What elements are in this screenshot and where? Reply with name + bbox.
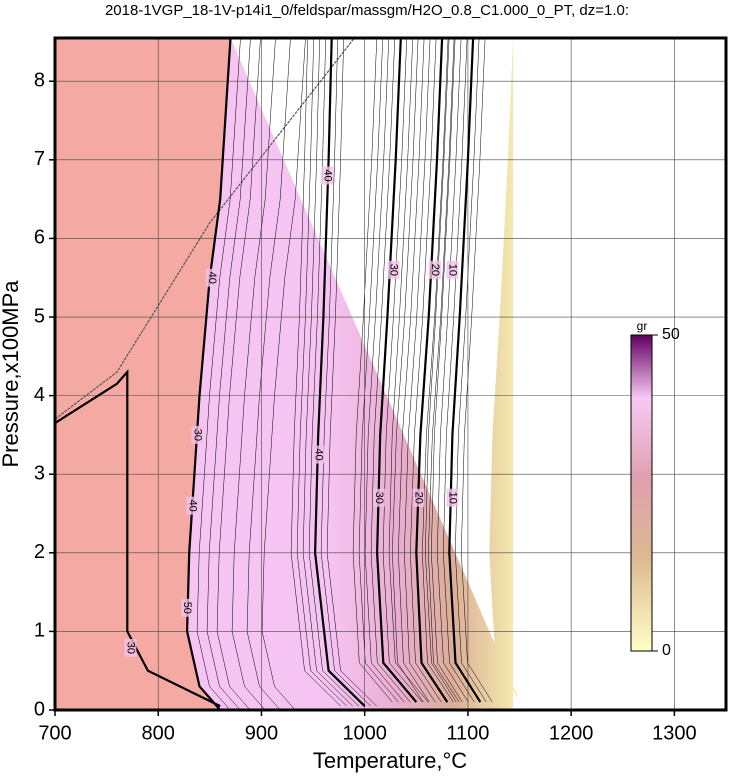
x-axis-label: Temperature,°C bbox=[313, 748, 467, 773]
contour-label-bg bbox=[186, 496, 199, 515]
contour-label-group: 30 bbox=[373, 488, 386, 507]
y-tick-label: 1 bbox=[34, 620, 45, 642]
contour-label-bg bbox=[181, 598, 194, 617]
x-tick-label: 1000 bbox=[342, 722, 387, 744]
contour-label-group: 10 bbox=[446, 488, 459, 507]
colorbar-tick-label: 50 bbox=[662, 326, 680, 343]
contour-label-bg bbox=[321, 166, 334, 185]
contour-label-group: 30 bbox=[387, 260, 400, 279]
x-tick-label: 700 bbox=[38, 722, 71, 744]
contour-label-group: 40 bbox=[312, 445, 325, 464]
contour-line bbox=[448, 38, 482, 703]
contour-line bbox=[55, 369, 221, 708]
contour-label-group: 30 bbox=[191, 425, 204, 444]
contour-label-bg bbox=[412, 488, 425, 507]
contour-label-group: 20 bbox=[428, 260, 441, 279]
y-tick-label: 6 bbox=[34, 227, 45, 249]
contour-label: 50 bbox=[181, 602, 193, 614]
y-tick-label: 4 bbox=[34, 384, 45, 406]
y-tick-label: 5 bbox=[34, 305, 45, 327]
contour-label: 30 bbox=[373, 492, 385, 504]
contour-label-bg bbox=[205, 268, 218, 287]
x-tick-label: 1300 bbox=[652, 722, 697, 744]
contour-label-bg bbox=[124, 638, 137, 657]
overlay: 700 800 900 1000 1100 1200 1300 0 1 2 3 4 5 6 7 8 bbox=[34, 70, 697, 745]
contour-label: 40 bbox=[206, 272, 218, 284]
colorbar bbox=[630, 334, 653, 652]
colorbar-tick-label: 0 bbox=[662, 642, 671, 659]
contour-label-group: 50 bbox=[181, 598, 194, 617]
x-tick-label: 900 bbox=[245, 722, 278, 744]
contour-label: 40 bbox=[322, 169, 334, 181]
plot-area: 40 40 30 30 20 20 10 10 40 30 40 50 30 bbox=[55, 38, 726, 710]
chart-title: 2018-1VGP_18-1V-p14i1_0/feldspar/massgm/… bbox=[105, 2, 629, 19]
contour-label: 30 bbox=[388, 264, 400, 276]
y-tick-label: 0 bbox=[34, 698, 45, 720]
contour-label: 20 bbox=[412, 492, 424, 504]
contour-label: 10 bbox=[447, 264, 459, 276]
contour-label-group: 10 bbox=[446, 260, 459, 279]
contour-label: 30 bbox=[192, 429, 204, 441]
x-tick-label: 800 bbox=[142, 722, 175, 744]
contour-line bbox=[185, 38, 232, 710]
contour-label-group: 30 bbox=[124, 638, 137, 657]
contour-label-bg bbox=[312, 445, 325, 464]
contour-label-bg bbox=[387, 260, 400, 279]
contour-line bbox=[415, 38, 449, 703]
region-right bbox=[187, 38, 521, 710]
y-tick-label: 2 bbox=[34, 541, 45, 563]
contour-label: 40 bbox=[312, 448, 324, 460]
contour-label-bg bbox=[191, 425, 204, 444]
contour-label-group: 40 bbox=[186, 496, 199, 515]
contour-label-bg bbox=[446, 260, 459, 279]
colorbar-label: gr bbox=[637, 319, 648, 333]
region-left bbox=[55, 38, 231, 710]
contour-label-bg bbox=[446, 488, 459, 507]
y-tick-label: 3 bbox=[34, 462, 45, 484]
x-tick-label: 1100 bbox=[446, 722, 489, 744]
y-tick-label: 7 bbox=[34, 148, 45, 170]
contour-line bbox=[375, 38, 418, 703]
x-tick-label: 1200 bbox=[549, 722, 594, 744]
contour-line bbox=[313, 38, 366, 707]
contour-label-group: 40 bbox=[321, 166, 334, 185]
contour-label-group: 20 bbox=[412, 488, 425, 507]
y-axis-label: Pressure,x100MPa bbox=[0, 280, 23, 468]
contour-label: 10 bbox=[447, 492, 459, 504]
y-tick-label: 8 bbox=[34, 70, 45, 92]
contour-label-bg bbox=[373, 488, 386, 507]
frame bbox=[53, 36, 728, 712]
contour-label-bg bbox=[428, 260, 441, 279]
contour-label: 40 bbox=[186, 500, 198, 512]
contour-label-group: 40 bbox=[205, 268, 218, 287]
contour-label: 20 bbox=[429, 264, 441, 276]
contour-label: 30 bbox=[124, 642, 136, 654]
